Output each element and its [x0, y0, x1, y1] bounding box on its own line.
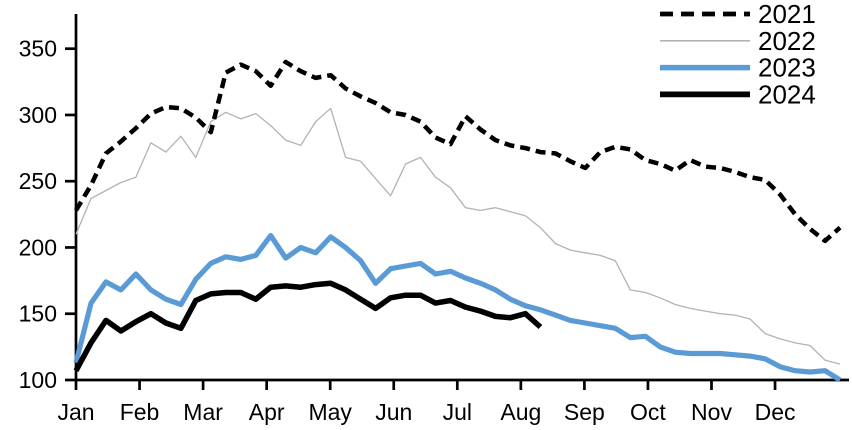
x-tick-label: Apr [249, 399, 285, 425]
legend-label-2023: 2023 [758, 53, 816, 83]
series-line-2024 [73, 280, 543, 373]
legend-label-2021: 2021 [758, 0, 816, 29]
legend-item-2022: 2022 [660, 26, 816, 56]
x-tick-label: Oct [630, 399, 666, 425]
x-tick-label: May [308, 399, 352, 425]
x-tick-label: Jun [375, 399, 412, 425]
series-line-2021 [74, 59, 842, 244]
y-tick-label: 150 [19, 301, 57, 327]
y-tick-label: 250 [19, 168, 57, 194]
x-tick-label: Feb [120, 399, 160, 425]
y-tick-label: 350 [19, 36, 57, 62]
legend-item-2021: 2021 [660, 0, 816, 29]
y-tick-label: 300 [19, 102, 57, 128]
x-tick-label: Sep [564, 399, 605, 425]
series-line-2022 [75, 107, 841, 365]
legend-item-2024: 2024 [660, 79, 816, 109]
x-tick-label: Jan [57, 399, 94, 425]
y-tick-label: 200 [19, 234, 57, 260]
legend-item-2023: 2023 [660, 53, 816, 83]
legend-label-2022: 2022 [758, 26, 816, 56]
x-tick-label: Nov [691, 399, 732, 425]
x-tick-label: Mar [183, 399, 223, 425]
legend-label-2024: 2024 [758, 79, 816, 109]
y-tick-label: 100 [19, 367, 57, 393]
x-tick-label: Jul [443, 399, 472, 425]
x-tick-label: Dec [755, 399, 796, 425]
series-line-2023 [73, 233, 842, 383]
x-tick-label: Aug [500, 399, 541, 425]
